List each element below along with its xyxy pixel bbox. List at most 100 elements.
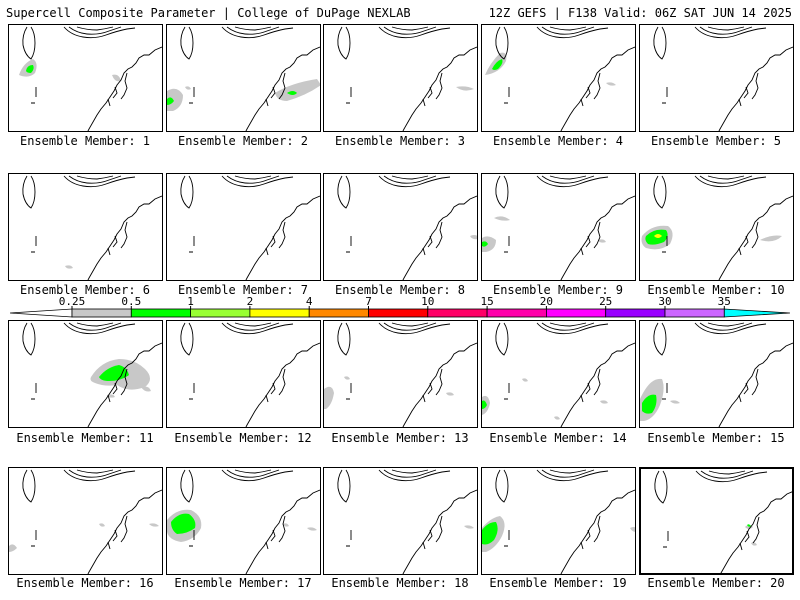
coastline: [265, 221, 286, 256]
ensemble-panel-15[interactable]: [639, 320, 794, 428]
colorbar-tick-label: 7: [365, 296, 372, 308]
coastline: [31, 236, 37, 253]
coastline: [63, 175, 136, 188]
scp-contour-area: [670, 400, 680, 404]
ensemble-panel-8[interactable]: [323, 173, 478, 281]
coastline: [245, 195, 320, 280]
panel-label: Ensemble Member: 11: [16, 431, 154, 445]
coastline: [265, 72, 286, 107]
scp-contour-area: [482, 522, 498, 545]
ensemble-panel-17[interactable]: [166, 467, 321, 575]
coastline: [580, 515, 601, 550]
coastline: [738, 72, 759, 107]
colorbar-segment: [71, 308, 132, 318]
coastline: [346, 530, 352, 547]
coastline: [662, 236, 668, 253]
coastline: [265, 368, 286, 403]
coastline: [31, 87, 37, 104]
colorbar-tick-label: 10: [421, 296, 434, 308]
colorbar-segment: [723, 308, 790, 318]
ensemble-panel-14[interactable]: [481, 320, 636, 428]
color-scale-bar: 0.25 0.5 1 2 4 7 10 15 20 25 30 35: [10, 296, 790, 318]
panel-label: Ensemble Member: 17: [174, 576, 312, 590]
coastline: [63, 469, 136, 482]
coastline: [402, 195, 477, 280]
valid-time: 12Z GEFS | F138 Valid: 06Z SAT JUN 14 20…: [488, 6, 792, 20]
coastline: [422, 515, 443, 550]
ensemble-panel-19[interactable]: [481, 467, 636, 575]
coastline: [580, 221, 601, 256]
coastline: [495, 322, 509, 356]
ensemble-panel-13[interactable]: [323, 320, 478, 428]
colorbar-arrow-low: [10, 308, 73, 318]
coastline: [402, 342, 477, 427]
coastline: [718, 342, 793, 427]
scp-contour-area: [494, 216, 510, 221]
coastline: [378, 175, 451, 188]
ensemble-panel-3[interactable]: [323, 24, 478, 132]
coastline: [694, 322, 767, 335]
ensemble-panel-16[interactable]: [8, 467, 163, 575]
scp-contour-area: [446, 392, 454, 396]
coastline: [536, 26, 609, 39]
coastline: [653, 26, 667, 60]
coastline: [346, 236, 352, 253]
ensemble-panel-4[interactable]: [481, 24, 636, 132]
ensemble-panel-11[interactable]: [8, 320, 163, 428]
ensemble-panel-12[interactable]: [166, 320, 321, 428]
ensemble-panel-2[interactable]: [166, 24, 321, 132]
coastline: [695, 470, 768, 483]
coastline: [580, 368, 601, 403]
scp-contour-area: [167, 97, 174, 105]
coastline: [180, 26, 194, 60]
coastline: [422, 368, 443, 403]
coastline: [265, 515, 286, 550]
ensemble-panel-20[interactable]: [639, 467, 794, 575]
colorbar-tick-label: 2: [247, 296, 254, 308]
coastline: [718, 46, 793, 131]
scp-contour-area: [654, 234, 662, 238]
scp-contour-area: [600, 400, 608, 404]
coastline: [560, 46, 635, 131]
panel-label: Ensemble Member: 13: [331, 431, 469, 445]
coastline: [402, 489, 477, 574]
panel-label: Ensemble Member: 2: [177, 134, 309, 148]
panel-label: Ensemble Member: 14: [489, 431, 627, 445]
coastline: [221, 26, 294, 39]
coastline: [221, 469, 294, 482]
panel-label: Ensemble Member: 12: [174, 431, 312, 445]
ensemble-panel-9[interactable]: [481, 173, 636, 281]
panel-label: Ensemble Member: 1: [19, 134, 151, 148]
coastline: [31, 383, 37, 400]
coastline: [378, 322, 451, 335]
coastline: [337, 26, 351, 60]
coastline: [337, 175, 351, 209]
ensemble-panel-1[interactable]: [8, 24, 163, 132]
map-title: Supercell Composite Parameter | College …: [6, 6, 411, 20]
coastline: [378, 26, 451, 39]
ensemble-panel-18[interactable]: [323, 467, 478, 575]
scp-contour-area: [760, 235, 782, 242]
colorbar-segment: [427, 308, 488, 318]
colorbar-segment: [546, 308, 607, 318]
coastline: [87, 195, 162, 280]
ensemble-panel-6[interactable]: [8, 173, 163, 281]
scp-contour-area: [65, 265, 73, 269]
ensemble-panel-10[interactable]: [639, 173, 794, 281]
coastline: [422, 72, 443, 107]
coastline: [738, 368, 759, 403]
coastline: [107, 515, 128, 550]
ensemble-panel-5[interactable]: [639, 24, 794, 132]
colorbar-segment: [664, 308, 725, 318]
colorbar-segment: [605, 308, 666, 318]
scp-contour-area: [492, 59, 503, 70]
colorbar-tick-label: 0.5: [121, 296, 141, 308]
coastline: [560, 342, 635, 427]
panel-label: Ensemble Member: 4: [492, 134, 624, 148]
coastline: [107, 368, 128, 403]
panel-label: Ensemble Member: 15: [647, 431, 785, 445]
scp-contour-area: [287, 91, 297, 95]
coastline: [718, 195, 793, 280]
ensemble-panel-7[interactable]: [166, 173, 321, 281]
coastline: [536, 322, 609, 335]
